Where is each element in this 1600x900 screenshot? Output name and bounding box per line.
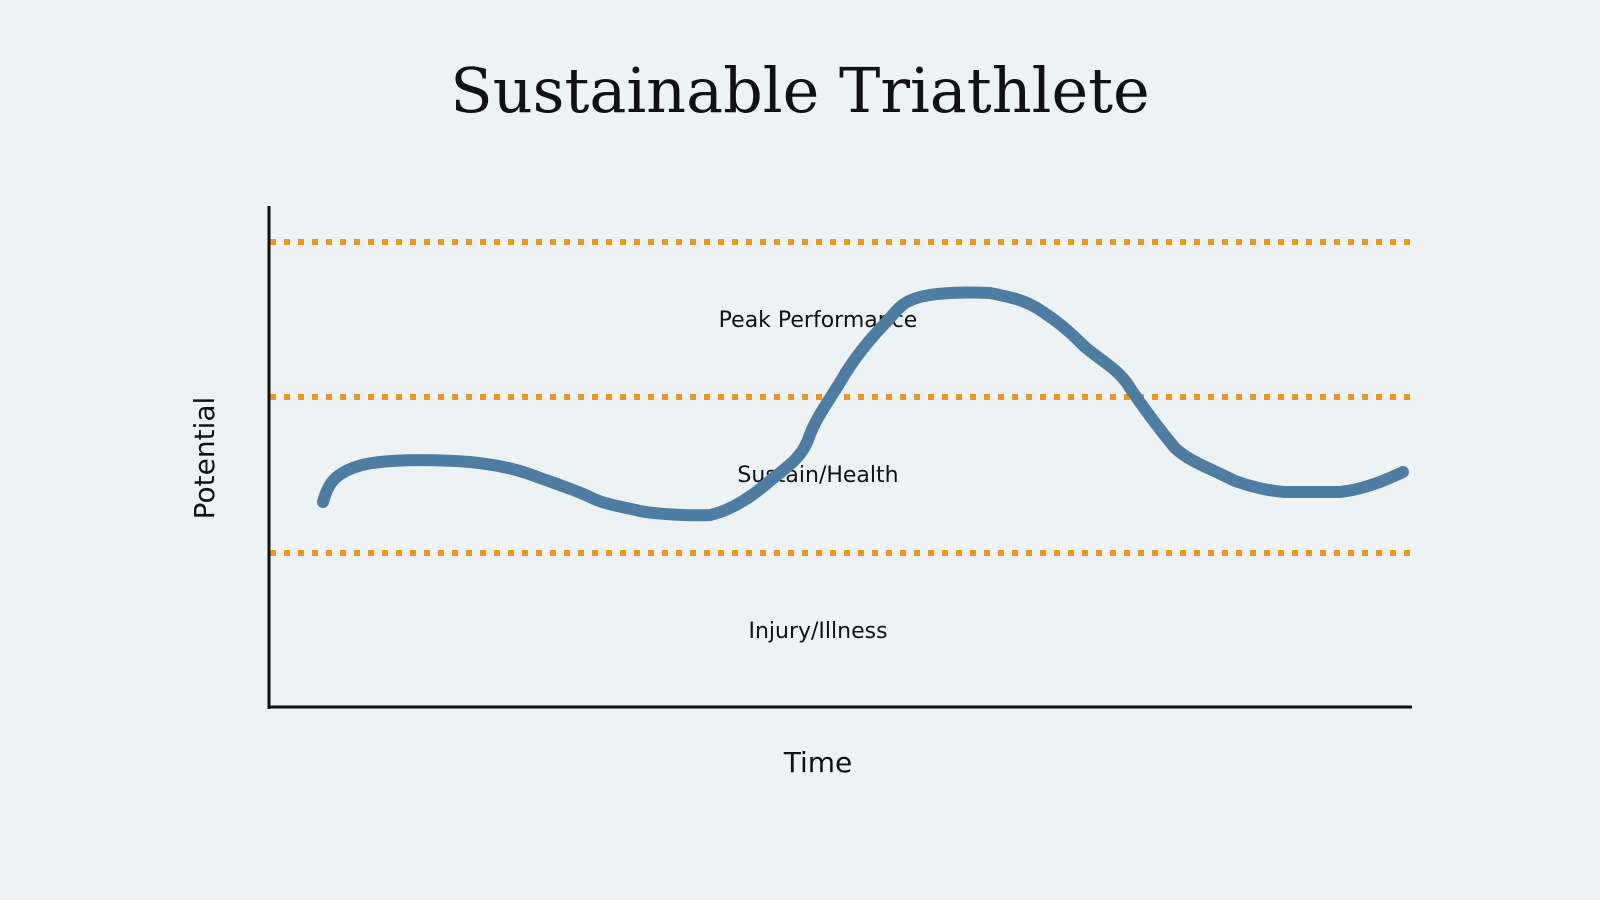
zone-label-injury-illness: Injury/Illness (748, 619, 887, 644)
zone-labels: Peak Performance Sustain/Health Injury/I… (719, 308, 918, 644)
x-axis-label: Time (783, 746, 853, 779)
y-axis-label: Potential (188, 397, 221, 520)
threshold-lines (270, 239, 1412, 556)
potential-curve (317, 286, 1409, 522)
diagram-title: Sustainable Triathlete (450, 54, 1150, 127)
axes (267, 206, 1412, 709)
